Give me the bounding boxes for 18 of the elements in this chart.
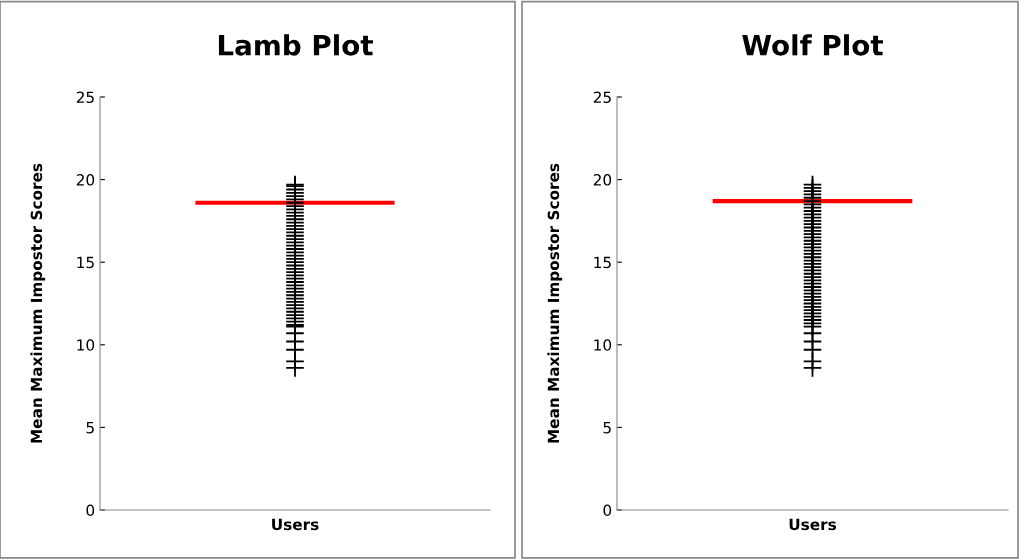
y-tick-label: 0 xyxy=(86,504,95,517)
y-tick-label: 25 xyxy=(76,91,94,104)
y-tick-label: 25 xyxy=(593,91,611,104)
x-tick-label: Users xyxy=(272,518,319,531)
y-tick-label: 5 xyxy=(86,422,94,434)
y-tick-label: 10 xyxy=(594,339,612,351)
chart-title: Lamb Plot xyxy=(218,34,373,56)
y-tick-label: 20 xyxy=(593,174,612,186)
y-tick-label: 0 xyxy=(603,504,612,517)
y-tick-label: 15 xyxy=(77,256,94,269)
x-tick-label: Users xyxy=(789,518,837,531)
y-axis-title: Mean Maximum Impostor Scores xyxy=(30,163,46,443)
y-tick-label: 5 xyxy=(603,422,611,434)
y-tick-label: 15 xyxy=(594,256,611,269)
y-tick-label: 20 xyxy=(76,174,95,186)
y-tick-label: 10 xyxy=(77,339,95,351)
chart-title: Wolf Plot xyxy=(742,34,883,56)
y-axis-title: Mean Maximum Impostor Scores xyxy=(547,163,563,443)
